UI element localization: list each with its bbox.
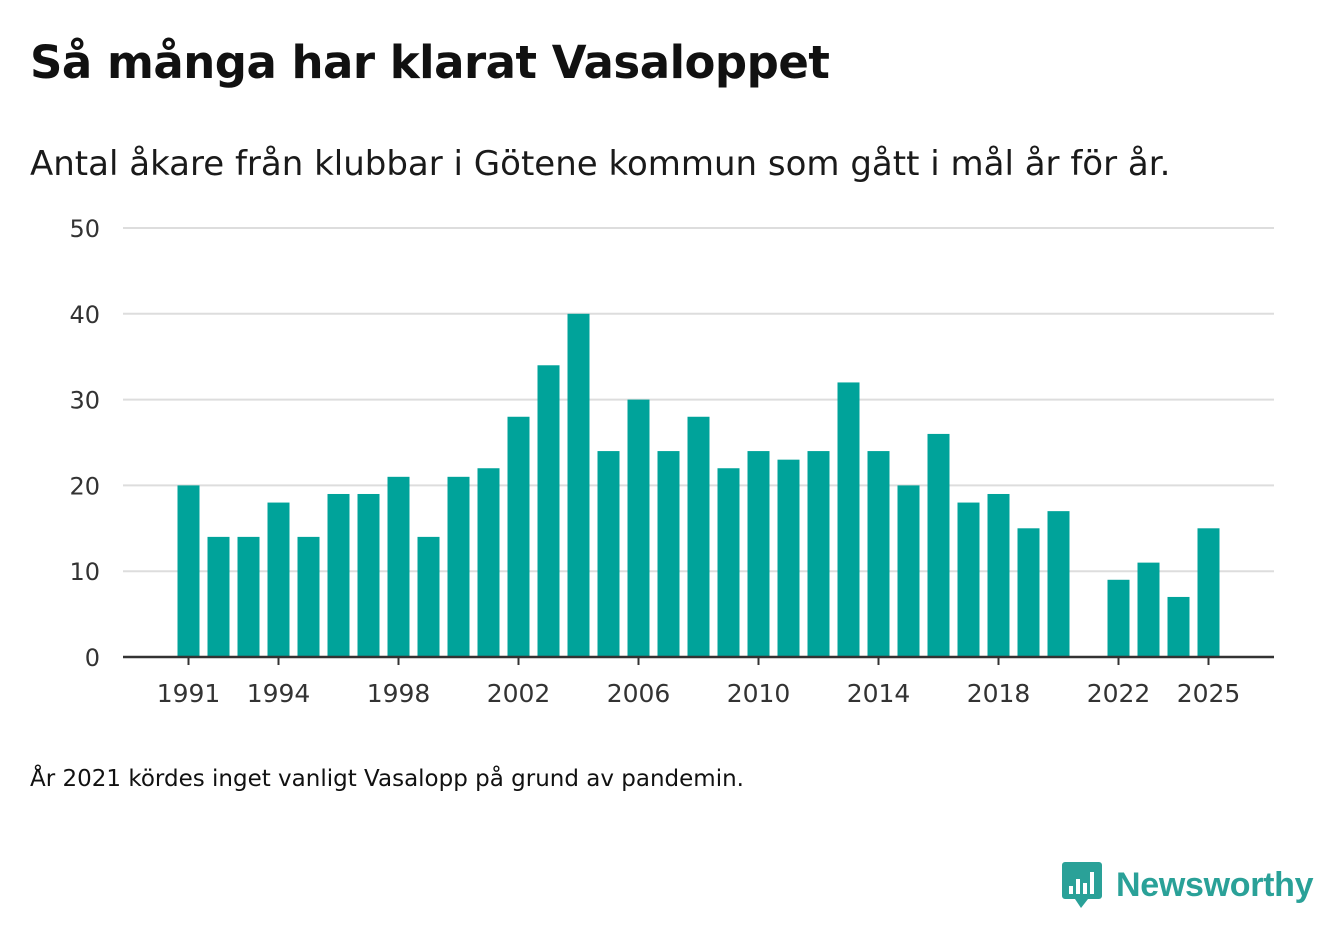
bar-1991 [177,485,200,657]
bar-2008 [687,416,710,657]
bar-2007 [657,451,680,657]
brand-logo: Newsworthy [1062,860,1314,910]
x-tick-label: 2018 [967,679,1031,708]
y-tick-label: 50 [69,215,100,243]
x-tick-label: 1998 [367,679,431,708]
bar-chart: 0 10 20 30 40 50 1991 1994 1998 2002 2006 2010 2014 2… [69,215,1274,708]
bars [177,313,1220,657]
bar-2006 [627,399,650,657]
bar-2005 [597,451,620,657]
y-tick-label: 30 [69,387,100,415]
x-tick-label: 2002 [487,679,551,708]
bar-2013 [837,382,860,657]
bar-1993 [237,536,260,657]
bar-1997 [357,493,380,657]
y-tick-label: 20 [69,472,100,500]
x-tick-label: 2025 [1177,679,1241,708]
bar-1998 [387,476,410,657]
bar-2017 [957,502,980,657]
bar-2015 [897,485,920,657]
x-tick-label: 2014 [847,679,911,708]
x-tick-label: 2022 [1087,679,1151,708]
bar-2022 [1107,579,1130,657]
bar-2016 [927,433,950,657]
bar-2014 [867,451,890,657]
bar-2018 [987,493,1010,657]
bar-2019 [1017,528,1040,657]
x-tick-label: 1991 [157,679,221,708]
bar-2012 [807,451,830,657]
bar-2000 [447,476,470,657]
brand-name: Newsworthy [1116,865,1314,904]
x-tick-label: 1994 [247,679,311,708]
chart-title: Så många har klarat Vasaloppet [30,36,830,89]
x-tick-label: 2006 [607,679,671,708]
footnote: År 2021 kördes inget vanligt Vasalopp på… [30,766,744,792]
gridlines [123,227,1274,573]
chart-subtitle: Antal åkare från klubbar i Götene kommun… [30,144,1171,184]
bar-1994 [267,502,290,657]
bar-2004 [567,313,590,657]
bar-2001 [477,468,500,657]
bar-2010 [747,451,770,657]
bar-1996 [327,493,350,657]
bar-1992 [207,536,230,657]
y-tick-label: 0 [85,644,100,672]
bar-2024 [1167,596,1190,657]
bar-1995 [297,536,320,657]
bar-2025 [1197,528,1220,657]
bar-2003 [537,365,560,657]
bar-2020 [1047,511,1070,657]
bar-2002 [507,416,530,657]
bar-2011 [777,459,800,657]
y-tick-label: 10 [69,558,100,586]
bar-1999 [417,536,440,657]
bar-2009 [717,468,740,657]
newsworthy-logo-icon [1062,862,1102,908]
bar-2023 [1137,562,1160,657]
axes: 0 10 20 30 40 50 1991 1994 1998 2002 2006 2010 2014 2… [69,215,1274,708]
x-tick-label: 2010 [727,679,791,708]
y-tick-label: 40 [69,301,100,329]
